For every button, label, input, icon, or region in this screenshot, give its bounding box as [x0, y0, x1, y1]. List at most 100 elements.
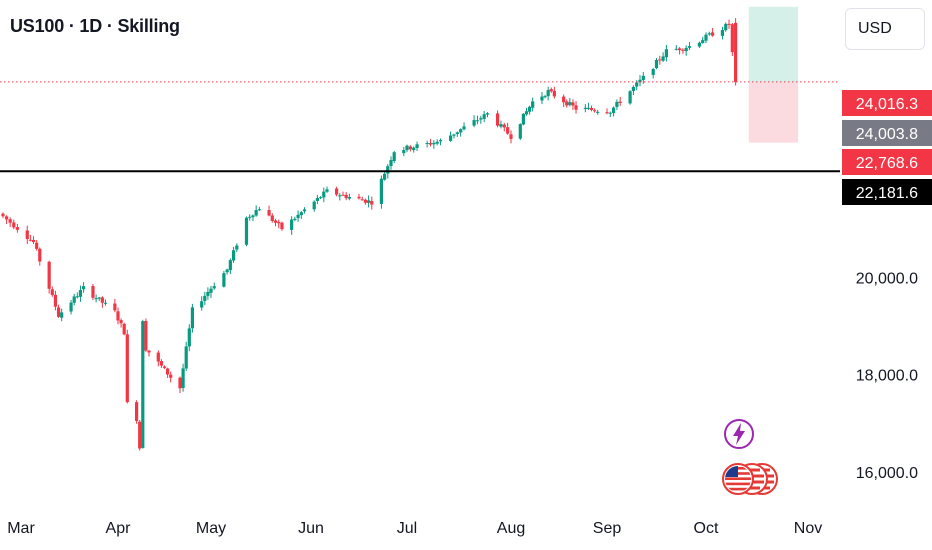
candle	[615, 99, 619, 110]
candle	[583, 104, 587, 113]
candle	[612, 106, 616, 117]
svg-text:22,768.6: 22,768.6	[856, 155, 918, 172]
candle	[187, 324, 191, 352]
candle	[674, 45, 678, 51]
candle	[574, 101, 578, 114]
candle	[571, 99, 575, 110]
candle	[78, 285, 83, 302]
x-tick-label: Jul	[397, 520, 417, 537]
candle	[415, 141, 419, 151]
candle	[618, 96, 622, 106]
candle	[144, 318, 148, 352]
candle	[370, 196, 374, 210]
candle	[482, 110, 486, 123]
x-tick-label: May	[196, 520, 226, 537]
candle	[449, 131, 453, 142]
candle	[608, 111, 612, 117]
candle	[344, 192, 348, 201]
candle	[549, 87, 553, 93]
candle	[69, 300, 73, 315]
candle	[341, 191, 345, 196]
candle	[521, 113, 525, 126]
stop-loss-tag: 22,768.6	[842, 149, 932, 175]
candle	[267, 205, 271, 217]
candle	[509, 130, 513, 144]
candle	[203, 291, 207, 306]
candle	[181, 363, 185, 392]
candle	[687, 42, 692, 51]
x-tick-label: Oct	[694, 520, 719, 537]
candle	[552, 86, 556, 99]
currency-button[interactable]: USD	[845, 8, 925, 50]
candle	[319, 196, 323, 200]
x-tick-label: Nov	[794, 520, 822, 537]
candle	[280, 221, 284, 231]
x-tick-label: Sep	[593, 520, 622, 537]
candle	[257, 206, 261, 212]
x-tick-label: Aug	[497, 520, 525, 537]
candle	[312, 200, 316, 212]
stop-loss-zone[interactable]	[748, 82, 799, 143]
candle	[315, 194, 319, 205]
candle	[338, 193, 342, 201]
chart-title: US100 · 1D · Skilling	[10, 16, 180, 36]
candle	[710, 28, 715, 37]
take-profit-zone[interactable]	[748, 6, 799, 83]
candle	[100, 296, 104, 308]
candle	[206, 287, 210, 300]
candle	[162, 365, 167, 369]
candle	[408, 145, 412, 152]
candle	[25, 225, 29, 245]
candle	[360, 196, 364, 201]
candle	[462, 122, 466, 131]
candle	[103, 299, 108, 306]
candle	[518, 123, 522, 141]
candle	[651, 67, 655, 79]
candle	[38, 247, 42, 266]
candle	[190, 303, 194, 333]
candle	[568, 98, 572, 107]
candle	[50, 286, 54, 297]
candle	[697, 41, 701, 49]
us-flag-icon[interactable]	[722, 458, 778, 500]
candle	[335, 186, 339, 197]
candle	[184, 341, 188, 372]
candle	[475, 115, 480, 125]
candle	[596, 109, 600, 115]
candle	[81, 282, 86, 293]
candle	[502, 122, 506, 132]
entry-price-tag: 24,003.8	[842, 120, 932, 146]
candle	[495, 110, 500, 128]
candle	[228, 258, 232, 275]
lightning-icon[interactable]	[723, 418, 755, 450]
candle	[543, 94, 547, 99]
candle	[231, 246, 236, 263]
candle	[322, 187, 326, 203]
candle	[664, 44, 668, 62]
candle	[681, 48, 685, 54]
x-tick-label: Apr	[106, 520, 132, 537]
candle	[405, 144, 409, 153]
candle	[506, 122, 510, 135]
candle	[15, 223, 19, 233]
candle	[531, 97, 535, 112]
candle	[31, 236, 36, 245]
candle	[299, 210, 303, 219]
candle	[225, 268, 229, 275]
candle	[730, 23, 734, 57]
candle	[661, 52, 665, 63]
candle	[35, 240, 39, 251]
candle	[116, 307, 120, 325]
candle	[156, 350, 160, 367]
candle	[270, 213, 274, 223]
candle	[724, 22, 728, 32]
candle	[244, 216, 249, 247]
candle	[4, 215, 9, 224]
candle	[122, 322, 126, 336]
candle	[734, 18, 738, 86]
candle	[97, 296, 101, 301]
candle	[678, 47, 682, 55]
candle	[455, 131, 459, 137]
svg-text:24,016.3: 24,016.3	[856, 96, 918, 113]
